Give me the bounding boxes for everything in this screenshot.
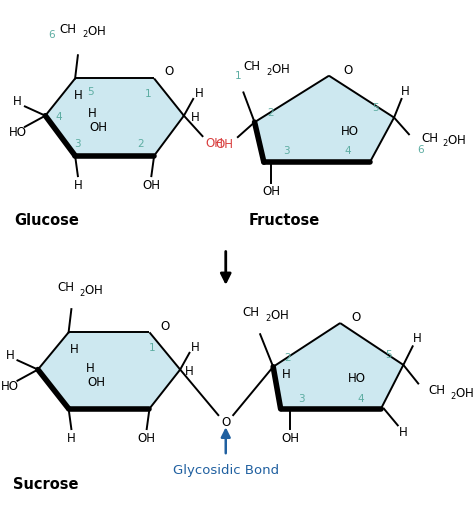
Text: 2: 2 xyxy=(137,139,144,149)
Text: 4: 4 xyxy=(344,146,351,156)
Text: OH: OH xyxy=(281,432,299,445)
Text: OH: OH xyxy=(142,179,160,192)
Text: H: H xyxy=(13,95,22,108)
Text: OH: OH xyxy=(88,376,106,389)
Text: H: H xyxy=(86,362,94,375)
Text: HO: HO xyxy=(340,125,358,138)
Text: CH: CH xyxy=(242,306,259,319)
Text: $_2$OH: $_2$OH xyxy=(266,62,290,78)
Text: H: H xyxy=(282,368,291,381)
Polygon shape xyxy=(46,78,184,156)
Text: O: O xyxy=(343,64,352,77)
Text: H: H xyxy=(191,111,200,124)
Text: H: H xyxy=(73,89,82,102)
Polygon shape xyxy=(38,332,180,408)
Polygon shape xyxy=(255,76,394,162)
Text: H: H xyxy=(70,342,79,355)
Text: 3: 3 xyxy=(74,139,81,149)
Text: 1: 1 xyxy=(145,89,152,99)
Text: $_2$OH: $_2$OH xyxy=(79,284,103,299)
Text: OH: OH xyxy=(206,137,224,150)
Text: H: H xyxy=(194,87,203,100)
Text: 5: 5 xyxy=(372,103,379,113)
Text: Fructose: Fructose xyxy=(249,213,320,228)
Text: 3: 3 xyxy=(283,146,290,156)
Text: 6: 6 xyxy=(417,145,423,155)
Text: CH: CH xyxy=(59,23,76,36)
Text: HO: HO xyxy=(9,126,27,139)
Text: $_2$OH: $_2$OH xyxy=(82,25,106,41)
Text: OH: OH xyxy=(138,432,155,445)
Text: OH: OH xyxy=(89,121,107,134)
Text: OH: OH xyxy=(216,138,234,151)
Text: H: H xyxy=(401,85,410,98)
Text: Sucrose: Sucrose xyxy=(13,477,78,492)
Text: Glycosidic Bond: Glycosidic Bond xyxy=(173,465,279,477)
Text: 2: 2 xyxy=(285,353,292,364)
Text: H: H xyxy=(413,332,422,346)
Text: 2: 2 xyxy=(267,108,273,118)
Text: H: H xyxy=(185,365,194,378)
Text: 5: 5 xyxy=(385,350,392,359)
Text: $_2$OH: $_2$OH xyxy=(265,309,290,324)
Text: H: H xyxy=(399,426,408,439)
Text: 6: 6 xyxy=(48,30,55,40)
Text: H: H xyxy=(6,349,14,362)
Text: O: O xyxy=(351,311,361,324)
Text: CH: CH xyxy=(428,384,446,398)
Text: CH: CH xyxy=(57,281,74,294)
Text: 1: 1 xyxy=(235,71,241,81)
Polygon shape xyxy=(273,323,403,408)
Text: OH: OH xyxy=(262,185,280,198)
Text: H: H xyxy=(88,107,96,121)
Text: O: O xyxy=(221,416,230,429)
Text: 4: 4 xyxy=(55,112,62,122)
Text: CH: CH xyxy=(421,131,438,145)
Text: 4: 4 xyxy=(357,394,364,404)
Text: H: H xyxy=(73,179,82,192)
Text: O: O xyxy=(164,65,173,78)
Text: 3: 3 xyxy=(298,394,304,404)
Text: H: H xyxy=(191,341,200,354)
Text: 5: 5 xyxy=(88,88,94,97)
Text: Glucose: Glucose xyxy=(15,213,80,228)
Text: $_2$OH: $_2$OH xyxy=(450,387,474,402)
Text: HO: HO xyxy=(1,380,19,393)
Text: O: O xyxy=(161,320,170,333)
Text: $_2$OH: $_2$OH xyxy=(442,134,467,149)
Text: 1: 1 xyxy=(149,343,155,353)
Text: HO: HO xyxy=(348,372,366,385)
Text: H: H xyxy=(67,432,76,445)
Text: CH: CH xyxy=(243,60,260,73)
